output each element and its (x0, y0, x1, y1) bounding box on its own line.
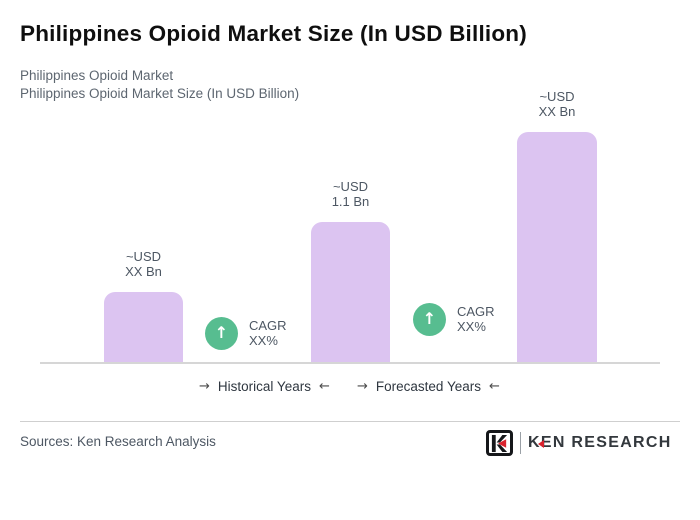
logo-k-icon (491, 434, 508, 452)
arrow-right-icon: → (357, 379, 368, 394)
bar-value-line2: XX Bn (125, 263, 162, 279)
subtitle-line-2: Philippines Opioid Market Size (In USD B… (20, 86, 300, 101)
footer-divider (20, 421, 680, 422)
cagr-text: CAGR XX% (249, 318, 287, 348)
cagr-label: CAGR (457, 304, 495, 319)
logo-wordmark-text: KEN RESEARCH (528, 434, 672, 451)
bar-value-line1: ~USD (332, 179, 369, 194)
bar-value-label: ~USD 1.1 Bn (331, 179, 370, 209)
subtitle-block: Philippines Opioid Market Philippines Op… (20, 67, 299, 103)
axis-label-forecasted-years: → Forecasted Years ← (357, 379, 500, 394)
ken-research-logo-mark (486, 430, 513, 456)
bar-value-line1: ~USD (539, 89, 575, 104)
sources-note: Sources: Ken Research Analysis (20, 434, 216, 449)
cagr-text: CAGR XX% (457, 304, 495, 334)
bar-value-line2: 1.1 Bn (331, 193, 370, 209)
cagr-growth-circle: ↑ (413, 303, 446, 336)
logo-wordmark: KEN RESEARCH (528, 434, 672, 452)
cagr-label: CAGR (249, 318, 287, 333)
logo-k-red-accent-icon (538, 439, 544, 448)
bar-historical-start (104, 292, 183, 362)
subtitle-line-1: Philippines Opioid Market (20, 68, 174, 83)
arrow-left-icon: ← (318, 379, 330, 394)
cagr-growth-circle: ↑ (205, 317, 238, 350)
page-title: Philippines Opioid Market Size (In USD B… (20, 21, 527, 46)
bar-historical-end (311, 222, 390, 362)
bar-column-historical-start: ~USD XX Bn (104, 249, 183, 362)
bar-value-label: ~USD XX Bn (538, 89, 576, 119)
arrow-right-icon: → (199, 379, 210, 394)
x-axis-baseline (40, 362, 660, 364)
cagr-badge-historical: ↑ CAGR XX% (205, 317, 287, 350)
arrow-up-icon: ↑ (422, 308, 437, 328)
arrow-up-icon: ↑ (214, 322, 229, 342)
axis-label-historical-years: → Historical Years ← (199, 379, 330, 394)
bar-value-label: ~USD XX Bn (125, 249, 162, 279)
bar-column-historical-end: ~USD 1.1 Bn (311, 179, 390, 362)
bar-value-line2: XX Bn (538, 103, 576, 119)
arrow-left-icon: ← (488, 379, 500, 394)
bar-forecast (517, 132, 597, 362)
cagr-value: XX% (249, 332, 278, 348)
cagr-value: XX% (457, 318, 486, 334)
historical-years-label: Historical Years (217, 379, 311, 394)
ken-research-logo: KEN RESEARCH (486, 430, 672, 456)
bar-value-line1: ~USD (125, 249, 162, 264)
bar-column-forecast: ~USD XX Bn (517, 89, 597, 362)
cagr-badge-forecast: ↑ CAGR XX% (413, 303, 495, 336)
logo-separator (520, 432, 521, 454)
forecasted-years-label: Forecasted Years (375, 379, 481, 394)
